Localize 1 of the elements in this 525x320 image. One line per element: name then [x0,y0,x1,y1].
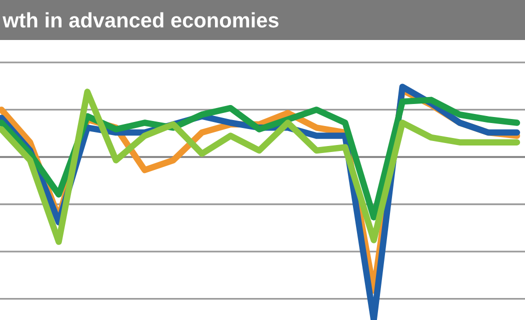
chart-title: wth in advanced economies [2,12,278,28]
